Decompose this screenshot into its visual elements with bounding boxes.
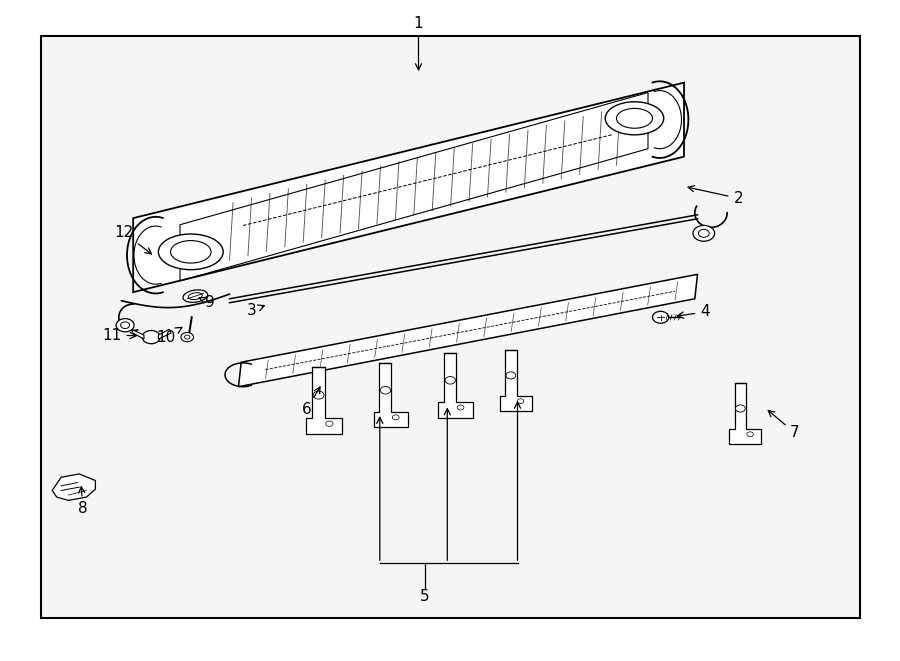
Text: 12: 12 [114,225,151,254]
Polygon shape [374,364,408,428]
Text: 6: 6 [302,387,320,417]
Circle shape [747,432,753,436]
Text: 3: 3 [247,303,265,318]
Ellipse shape [616,108,652,128]
Circle shape [181,332,194,342]
Text: 9: 9 [199,295,215,309]
Circle shape [184,335,190,339]
Circle shape [121,322,130,329]
Circle shape [457,405,464,410]
Text: 1: 1 [414,16,423,30]
Circle shape [142,330,160,344]
Circle shape [313,391,324,399]
Polygon shape [238,274,698,387]
Polygon shape [729,383,761,444]
Polygon shape [52,474,95,500]
Polygon shape [131,329,144,339]
Polygon shape [500,350,532,410]
Text: 2: 2 [688,186,743,206]
Circle shape [326,421,333,426]
Text: 4: 4 [678,305,710,319]
Polygon shape [306,367,342,434]
Polygon shape [133,83,684,292]
Text: 5: 5 [420,589,429,603]
Text: 7: 7 [769,410,800,440]
Text: 11: 11 [103,328,136,342]
Ellipse shape [170,241,211,263]
Text: 8: 8 [78,486,87,516]
Bar [40,36,859,618]
Circle shape [392,415,399,420]
Circle shape [735,405,745,412]
Text: 10: 10 [157,327,182,344]
Circle shape [698,229,709,237]
Ellipse shape [188,293,202,299]
Circle shape [652,311,669,323]
Ellipse shape [183,290,208,302]
Polygon shape [158,329,171,339]
Circle shape [381,387,391,394]
Ellipse shape [605,102,664,135]
Circle shape [116,319,134,332]
Circle shape [693,225,715,241]
Circle shape [506,372,516,379]
Polygon shape [438,354,473,418]
Ellipse shape [158,234,223,270]
Circle shape [446,377,455,384]
Circle shape [518,399,524,403]
